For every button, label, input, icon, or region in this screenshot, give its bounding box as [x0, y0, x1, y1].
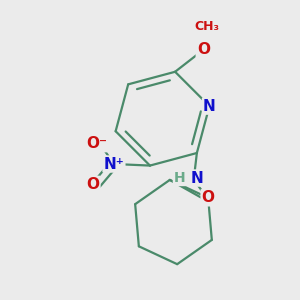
Text: CH₃: CH₃: [194, 20, 219, 33]
Text: O: O: [197, 42, 210, 57]
Text: N⁺: N⁺: [103, 157, 124, 172]
Text: O⁻: O⁻: [86, 136, 107, 151]
Text: O: O: [86, 177, 100, 192]
Text: N: N: [190, 171, 203, 186]
Text: H: H: [174, 171, 185, 185]
Text: O: O: [202, 190, 214, 205]
Text: N: N: [203, 99, 216, 114]
